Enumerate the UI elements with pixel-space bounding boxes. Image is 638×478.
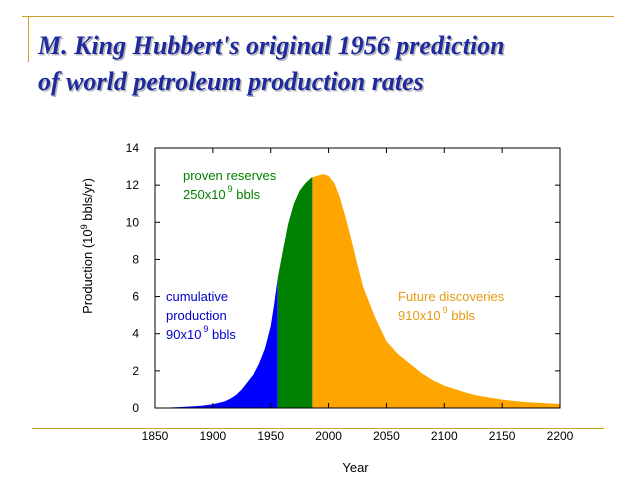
future-discoveries-exponent: 9 [443,305,448,315]
x-tick-label: 2050 [373,429,400,443]
cumulative-exponent: 9 [203,324,208,334]
y-tick-label: 2 [132,364,139,378]
y-tick-label: 6 [132,290,139,304]
cumulative-unit: bbls [208,327,236,342]
title-line-2: of world petroleum production rates [38,67,424,96]
future-discoveries-label: Future discoveries [398,289,505,304]
proven-reserves-exponent: 9 [228,184,233,194]
x-tick-label: 1900 [200,429,227,443]
proven-reserves-value: 250x10 9 bbls [183,184,261,202]
proven-reserves-label: proven reserves [183,168,277,183]
area-cumulative-production [155,278,278,408]
title-line-1: M. King Hubbert's original 1956 predicti… [38,31,505,60]
x-tick-label: 2150 [489,429,516,443]
x-tick-label: 2000 [315,429,342,443]
cumulative-label: cumulative [166,289,228,304]
future-discoveries-amount: 910x10 [398,308,441,323]
y-tick-label: 12 [126,178,140,192]
x-tick-label: 2200 [547,429,574,443]
x-tick-label: 1950 [257,429,284,443]
future-discoveries-unit: bbls [448,308,476,323]
cumulative-value: 90x10 9 bbls [166,324,236,342]
annotation-future-discoveries: Future discoveries 910x10 9 bbls [398,289,505,323]
proven-reserves-unit: bbls [233,187,261,202]
cumulative-amount: 90x10 [166,327,201,342]
y-tick-label: 14 [126,141,140,155]
area-future-discoveries [312,174,560,408]
y-tick-label: 0 [132,401,139,415]
plot-frame [154,147,561,409]
area-proven-reserves [277,177,313,408]
annotation-cumulative-production: cumulative production 90x10 9 bbls [166,289,236,342]
frame-top-line [22,16,614,17]
y-axis-title-unit: bbls/yr) [80,178,95,224]
future-discoveries-value: 910x10 9 bbls [398,305,476,323]
y-tick-label: 10 [126,215,140,229]
y-axis-title-main: Production (10 [80,229,95,314]
production-areas [155,174,560,408]
frame-left-line [28,16,29,62]
slide-title: M. King Hubbert's original 1956 predicti… [38,28,628,100]
annotation-proven-reserves: proven reserves 250x10 9 bbls [183,168,277,202]
y-tick-label: 8 [132,252,139,266]
production-label: production [166,308,227,323]
proven-reserves-amount: 250x10 [183,187,226,202]
y-tick-label: 4 [132,327,139,341]
frame-bottom-line [32,428,604,429]
y-axis-title-exponent: 9 [79,224,89,229]
x-axis-title: Year [342,460,369,475]
axis-ticks: 1850 1900 1950 2000 2050 2100 2150 2200 0 2 4 6 8 10 1… [126,141,574,443]
x-tick-label: 1850 [142,429,169,443]
x-tick-label: 2100 [431,429,458,443]
y-axis-title: Production (109 bbls/yr) [79,178,95,314]
